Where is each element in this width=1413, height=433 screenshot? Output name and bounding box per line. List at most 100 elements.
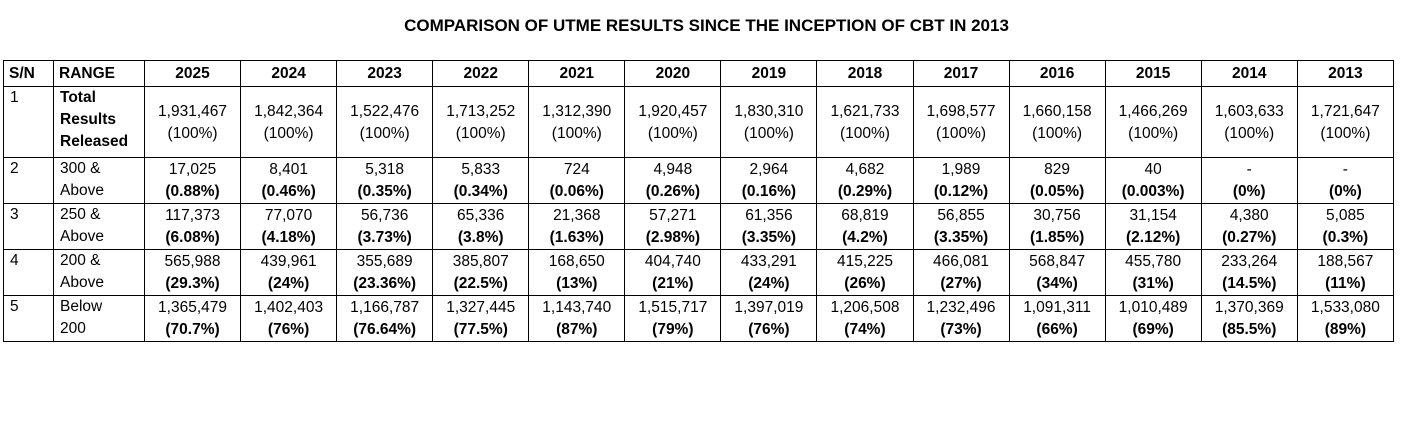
value-cell: 117,373 (6.08%) <box>143 203 242 250</box>
percentage: (13%) <box>556 274 598 292</box>
percentage: (0.29%) <box>837 182 893 200</box>
header-year: 2024 <box>240 60 338 87</box>
range-label-line: Above <box>60 274 104 291</box>
value-cell: - (0%) <box>1200 157 1298 204</box>
percentage: (0.06%) <box>549 182 604 200</box>
candidate-count: 117,373 <box>165 206 220 224</box>
candidate-count: 2,964 <box>749 160 789 178</box>
value-cell: 5,318 (0.35%) <box>336 157 434 204</box>
candidate-count: 1,830,310 <box>734 103 804 120</box>
percentage: (0%) <box>1232 182 1266 200</box>
range-label-line: 250 & <box>60 206 101 223</box>
candidate-count: 404,740 <box>644 252 701 270</box>
value-cell: 1,522,476 (100%) <box>336 86 434 158</box>
candidate-count: 1,206,508 <box>830 298 900 316</box>
candidate-count: 1,698,577 <box>926 103 996 120</box>
header-year: 2014 <box>1200 60 1298 87</box>
percentage: (14.5%) <box>1222 274 1277 292</box>
percentage: (0%) <box>1329 182 1362 200</box>
candidate-count: 4,948 <box>653 160 693 178</box>
table-body: 1 Total Results Released 1,931,467 (100%) 1,84… <box>3 86 1395 342</box>
percentage: (4.18%) <box>261 228 316 246</box>
value-cell: 404,740 (21%) <box>624 249 722 296</box>
candidate-count: 455,780 <box>1125 252 1182 270</box>
percentage: (29.3%) <box>165 274 220 292</box>
value-cell: 1,402,403 (76%) <box>240 295 338 342</box>
header-year: 2016 <box>1008 60 1106 87</box>
row-sn: 5 <box>3 295 54 342</box>
percentage: (100%) <box>167 125 218 142</box>
header-year: 2022 <box>432 60 530 87</box>
percentage: (0.27%) <box>1222 228 1277 246</box>
candidate-count: 1,402,403 <box>254 298 324 316</box>
row-range: 200 & Above <box>53 249 145 296</box>
candidate-count: 1,931,467 <box>158 103 228 120</box>
value-cell: 829 (0.05%) <box>1008 157 1106 204</box>
percentage: (79%) <box>652 320 694 338</box>
header-year: 2021 <box>528 60 626 87</box>
percentage: (3.35%) <box>933 228 989 246</box>
value-cell: 61,356 (3.35%) <box>720 203 818 250</box>
percentage: (74%) <box>844 320 886 338</box>
candidate-count: 1,370,369 <box>1214 298 1284 316</box>
candidate-count: 1,232,496 <box>926 298 996 316</box>
candidate-count: 1,522,476 <box>350 103 420 120</box>
row-range: Below 200 <box>53 295 145 342</box>
value-cell: 8,401 (0.46%) <box>240 157 338 204</box>
candidate-count: 568,847 <box>1029 252 1086 270</box>
value-cell: 4,948 (0.26%) <box>624 157 722 204</box>
table-row: 1 Total Results Released 1,931,467 (100%) 1,84… <box>3 86 1395 158</box>
percentage: (85.5%) <box>1222 320 1277 338</box>
value-cell: 1,232,496 (73%) <box>912 295 1010 342</box>
percentage: (100%) <box>839 125 890 142</box>
percentage: (11%) <box>1325 274 1366 292</box>
value-cell: 1,143,740 (87%) <box>528 295 626 342</box>
value-cell: 568,847 (34%) <box>1008 249 1106 296</box>
percentage: (100%) <box>455 125 506 142</box>
candidate-count: 1,721,647 <box>1310 103 1380 120</box>
candidate-count: 233,264 <box>1221 252 1278 270</box>
value-cell: 1,370,369 (85.5%) <box>1200 295 1298 342</box>
candidate-count: 21,368 <box>553 206 601 224</box>
candidate-count: 57,271 <box>649 206 697 224</box>
candidate-count: 4,682 <box>845 160 885 178</box>
percentage: (2.98%) <box>645 228 700 246</box>
value-cell: 415,225 (26%) <box>816 249 914 296</box>
header-year: 2020 <box>624 60 722 87</box>
candidate-count: 415,225 <box>836 252 893 270</box>
candidate-count: 68,819 <box>841 206 889 224</box>
value-cell: 1,830,310 (100%) <box>720 86 818 158</box>
candidate-count: 1,166,787 <box>350 298 420 316</box>
value-cell: 1,989 (0.12%) <box>912 157 1010 204</box>
value-cell: 57,271 (2.98%) <box>624 203 722 250</box>
percentage: (76%) <box>748 320 790 338</box>
candidate-count: - <box>1342 160 1348 178</box>
candidate-count: 565,988 <box>164 252 221 270</box>
value-cell: 68,819 (4.2%) <box>816 203 914 250</box>
percentage: (22.5%) <box>453 274 508 292</box>
percentage: (100%) <box>263 125 314 142</box>
candidate-count: 1,989 <box>941 160 981 178</box>
value-cell: 5,085 (0.3%) <box>1296 203 1395 250</box>
row-range: 300 & Above <box>53 157 145 204</box>
value-cell: - (0%) <box>1296 157 1395 204</box>
percentage: (1.63%) <box>549 228 604 246</box>
value-cell: 77,070 (4.18%) <box>240 203 338 250</box>
value-cell: 724 (0.06%) <box>528 157 626 204</box>
percentage: (34%) <box>1036 274 1078 292</box>
candidate-count: 168,650 <box>548 252 605 270</box>
table-row: 4 200 & Above 565,988 (29.3%) 439,961 (24%) 355… <box>3 249 1395 296</box>
candidate-count: 1,660,158 <box>1022 103 1092 120</box>
candidate-count: 433,291 <box>740 252 797 270</box>
table-title: COMPARISON OF UTME RESULTS SINCE THE INC… <box>404 16 1009 35</box>
table-row: 5 Below 200 1,365,479 (70.7%) 1,402,403 (76%) 1… <box>3 295 1395 342</box>
header-range: RANGE <box>53 60 145 87</box>
table-row: 2 300 & Above 17,025 (0.88%) 8,401 (0.46%) 5,31… <box>3 157 1395 204</box>
value-cell: 1,312,390 (100%) <box>528 86 626 158</box>
percentage: (100%) <box>743 125 794 142</box>
percentage: (100%) <box>1320 125 1371 142</box>
range-label-line: Results <box>60 111 116 128</box>
percentage: (69%) <box>1132 320 1174 338</box>
candidate-count: 439,961 <box>260 252 317 270</box>
candidate-count: 1,312,390 <box>542 103 612 120</box>
